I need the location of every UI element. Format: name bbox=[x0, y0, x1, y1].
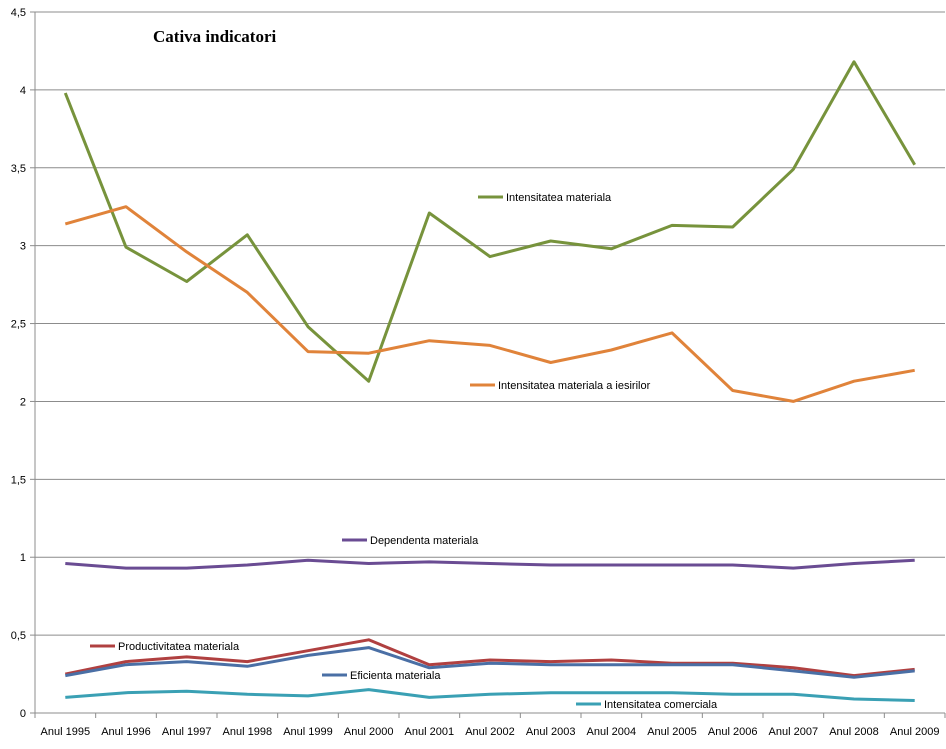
legend-label: Eficienta materiala bbox=[350, 670, 441, 682]
x-tick-label: Anul 2004 bbox=[587, 726, 637, 738]
y-tick-label: 4 bbox=[20, 85, 26, 97]
legend-label: Intensitatea comerciala bbox=[604, 699, 718, 711]
legend-label: Productivitatea materiala bbox=[118, 641, 240, 653]
gridlines bbox=[35, 11, 945, 636]
series-line-eficienta-materiala bbox=[65, 646, 915, 679]
y-tick-label: 0 bbox=[20, 708, 26, 720]
series-line-dependenta-materiala bbox=[65, 558, 915, 570]
x-tick-label: Anul 1996 bbox=[101, 726, 151, 738]
y-tick-label: 4,5 bbox=[11, 7, 26, 19]
x-tick-label: Anul 2007 bbox=[769, 726, 819, 738]
x-axis-ticks: Anul 1995 Anul 1996 Anul 1997 Anul 1998 Anul… bbox=[34, 713, 946, 738]
series-line-productivitatea-materiala bbox=[64, 638, 915, 678]
x-tick-label: Anul 2008 bbox=[829, 726, 879, 738]
y-tick-label: 2,5 bbox=[11, 319, 26, 331]
x-tick-label: Anul 1998 bbox=[223, 726, 273, 738]
y-tick-label: 3,5 bbox=[11, 163, 26, 175]
x-tick-label: Anul 2006 bbox=[708, 726, 758, 738]
x-tick-label: Anul 1997 bbox=[162, 726, 212, 738]
x-tick-label: Anul 1995 bbox=[41, 726, 91, 738]
x-tick-label: Anul 2003 bbox=[526, 726, 576, 738]
x-tick-label: Anul 2000 bbox=[344, 726, 394, 738]
legend: Intensitatea materiala Intensitatea mater… bbox=[90, 192, 718, 711]
y-tick-label: 2 bbox=[20, 396, 26, 408]
x-tick-label: Anul 2002 bbox=[465, 726, 515, 738]
legend-label: Intensitatea materiala bbox=[506, 192, 612, 204]
y-tick-label: 0,5 bbox=[11, 630, 26, 642]
axes bbox=[34, 12, 945, 714]
series-line-intensitatea-materiala-a-iesirilor bbox=[64, 205, 915, 403]
chart-title: Cativa indicatori bbox=[153, 27, 277, 46]
legend-label: Dependenta materiala bbox=[370, 535, 479, 547]
series-line-intensitatea-comerciala bbox=[65, 688, 915, 702]
y-tick-label: 1,5 bbox=[11, 474, 26, 486]
x-tick-label: Anul 2009 bbox=[890, 726, 940, 738]
series-line-intensitatea-materiala bbox=[63, 60, 916, 383]
x-tick-label: Anul 2005 bbox=[647, 726, 697, 738]
series-lines bbox=[63, 60, 916, 702]
x-tick-label: Anul 1999 bbox=[283, 726, 333, 738]
y-tick-label: 3 bbox=[20, 241, 26, 253]
legend-label: Intensitatea materiala a iesirilor bbox=[498, 380, 651, 392]
y-tick-label: 1 bbox=[20, 552, 26, 564]
y-axis-ticks: 0 0,5 1 1,5 2 2,5 3 3,5 4 4,5 bbox=[11, 7, 35, 720]
x-tick-label: Anul 2001 bbox=[405, 726, 455, 738]
